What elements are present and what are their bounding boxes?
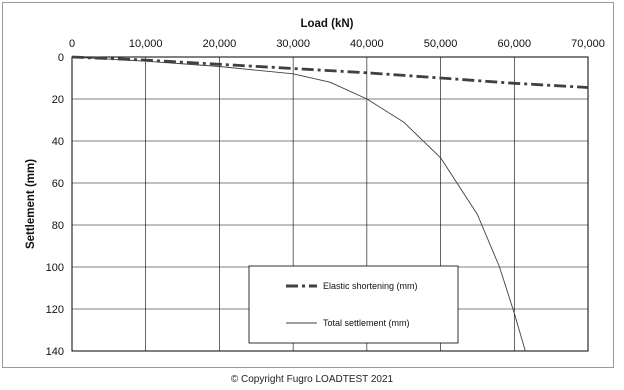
chart-frame (2, 2, 614, 368)
legend-label-elastic: Elastic shortening (mm) (323, 281, 418, 291)
x-tick-label: 20,000 (203, 38, 237, 50)
y-tick-label: 120 (46, 304, 64, 316)
x-tick-label: 50,000 (424, 38, 458, 50)
y-tick-label: 140 (46, 346, 64, 358)
x-tick-label: 70,000 (571, 38, 605, 50)
series-line-total-settlement (71, 56, 526, 352)
x-tick-label: 0 (69, 38, 75, 50)
y-tick-label: 60 (52, 178, 64, 190)
legend: Elastic shortening (mm) Total settlement… (248, 265, 459, 344)
x-tick-label: 60,000 (497, 38, 531, 50)
y-axis-title: Settlement (mm) (25, 159, 37, 249)
y-tick-label: 20 (52, 94, 64, 106)
settlement-chart: 0 10,000 20,000 30,000 40,000 50,000 60,000 70,… (25, 18, 605, 358)
series-line-elastic-shortening (71, 55, 589, 89)
x-tick-label: 30,000 (276, 38, 310, 50)
tick-labels: 0 10,000 20,000 30,000 40,000 50,000 60,000 70,… (46, 38, 605, 358)
y-tick-label: 40 (52, 136, 64, 148)
legend-box (248, 265, 459, 344)
y-tick-label: 0 (58, 52, 64, 64)
y-tick-label: 100 (46, 262, 64, 274)
y-tick-label: 80 (52, 220, 64, 232)
series-lines (71, 55, 589, 352)
legend-label-total: Total settlement (mm) (323, 318, 410, 328)
x-tick-label: 10,000 (129, 38, 163, 50)
copyright-text: © Copyright Fugro LOADTEST 2021 (230, 374, 394, 385)
x-tick-label: 40,000 (350, 38, 384, 50)
x-axis-title: Load (kN) (300, 18, 353, 30)
